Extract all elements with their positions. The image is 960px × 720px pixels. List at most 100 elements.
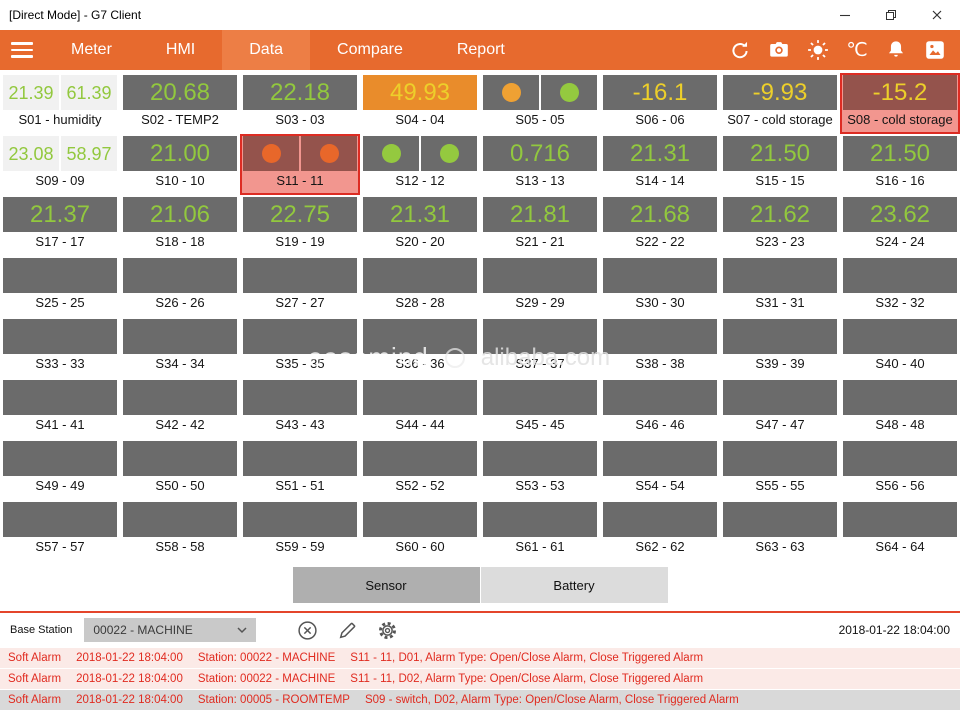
sensor-tile-S43[interactable]: S43 - 43 bbox=[240, 378, 360, 439]
restore-button[interactable] bbox=[868, 0, 914, 30]
tile-label: S27 - 27 bbox=[275, 295, 325, 310]
sensor-tile-S59[interactable]: S59 - 59 bbox=[240, 500, 360, 561]
view-switcher: Sensor Battery bbox=[0, 567, 960, 603]
temperature-unit-toggle[interactable]: ℃ bbox=[846, 39, 868, 61]
sensor-tile-S30[interactable]: S30 - 30 bbox=[600, 256, 720, 317]
dismiss-alarm-button[interactable] bbox=[296, 619, 318, 641]
camera-icon[interactable] bbox=[768, 39, 790, 61]
sensor-tile-S60[interactable]: S60 - 60 bbox=[360, 500, 480, 561]
sensor-tile-S62[interactable]: S62 - 62 bbox=[600, 500, 720, 561]
sensor-tile-S22[interactable]: 21.68 S22 - 22 bbox=[600, 195, 720, 256]
sensor-tile-S33[interactable]: S33 - 33 bbox=[0, 317, 120, 378]
minimize-button[interactable] bbox=[822, 0, 868, 30]
sensor-tile-S63[interactable]: S63 - 63 bbox=[720, 500, 840, 561]
sensor-tile-S21[interactable]: 21.81 S21 - 21 bbox=[480, 195, 600, 256]
alarm-row[interactable]: Soft Alarm 2018-01-22 18:04:00 Station: … bbox=[0, 669, 960, 689]
sensor-tile-S09[interactable]: 23.08 58.97 S09 - 09 bbox=[0, 134, 120, 195]
sensor-tile-S44[interactable]: S44 - 44 bbox=[360, 378, 480, 439]
menu-icon[interactable] bbox=[0, 30, 44, 70]
tile-label: S61 - 61 bbox=[515, 539, 565, 554]
sensor-tile-S48[interactable]: S48 - 48 bbox=[840, 378, 960, 439]
sensor-tile-S61[interactable]: S61 - 61 bbox=[480, 500, 600, 561]
sensor-tile-S53[interactable]: S53 - 53 bbox=[480, 439, 600, 500]
sensor-tile-S58[interactable]: S58 - 58 bbox=[120, 500, 240, 561]
alarm-row[interactable]: Soft Alarm 2018-01-22 18:04:00 Station: … bbox=[0, 648, 960, 668]
sensor-tile-S01[interactable]: 21.39 61.39 S01 - humidity bbox=[0, 73, 120, 134]
sensor-tile-S57[interactable]: S57 - 57 bbox=[0, 500, 120, 561]
snapshot-export-icon[interactable] bbox=[924, 39, 946, 61]
sensor-tile-S49[interactable]: S49 - 49 bbox=[0, 439, 120, 500]
sensor-tile-S46[interactable]: S46 - 46 bbox=[600, 378, 720, 439]
sensor-tile-S14[interactable]: 21.31 S14 - 14 bbox=[600, 134, 720, 195]
sensor-tile-S07[interactable]: -9.93 S07 - cold storage bbox=[720, 73, 840, 134]
sensor-tile-S56[interactable]: S56 - 56 bbox=[840, 439, 960, 500]
window-title: [Direct Mode] - G7 Client bbox=[9, 8, 142, 22]
switch-cell bbox=[301, 136, 357, 171]
tile-label: S46 - 46 bbox=[635, 417, 685, 432]
tab-meter[interactable]: Meter bbox=[71, 41, 112, 58]
sync-icon[interactable] bbox=[729, 39, 751, 61]
alarm-bell-icon[interactable] bbox=[885, 39, 907, 61]
sensor-tile-S20[interactable]: 21.31 S20 - 20 bbox=[360, 195, 480, 256]
settings-gear-icon[interactable] bbox=[376, 619, 398, 641]
tile-label: S41 - 41 bbox=[35, 417, 85, 432]
sensor-tile-S10[interactable]: 21.00 S10 - 10 bbox=[120, 134, 240, 195]
sensor-tile-S03[interactable]: 22.18 S03 - 03 bbox=[240, 73, 360, 134]
sensor-tile-S37[interactable]: S37 - 37 bbox=[480, 317, 600, 378]
sensor-tile-S40[interactable]: S40 - 40 bbox=[840, 317, 960, 378]
sensor-tile-S29[interactable]: S29 - 29 bbox=[480, 256, 600, 317]
sensor-tile-S11[interactable]: S11 - 11 bbox=[240, 134, 360, 195]
sensor-tile-S25[interactable]: S25 - 25 bbox=[0, 256, 120, 317]
sensor-tile-S55[interactable]: S55 - 55 bbox=[720, 439, 840, 500]
sensor-tile-S47[interactable]: S47 - 47 bbox=[720, 378, 840, 439]
sensor-tile-S31[interactable]: S31 - 31 bbox=[720, 256, 840, 317]
sensor-tile-S19[interactable]: 22.75 S19 - 19 bbox=[240, 195, 360, 256]
sensor-tile-S41[interactable]: S41 - 41 bbox=[0, 378, 120, 439]
sensor-tile-S06[interactable]: -16.1 S06 - 06 bbox=[600, 73, 720, 134]
tab-compare[interactable]: Compare bbox=[337, 41, 403, 58]
base-station-select[interactable]: 00022 - MACHINE bbox=[84, 618, 257, 642]
sensor-tile-S13[interactable]: 0.716 S13 - 13 bbox=[480, 134, 600, 195]
sensor-tile-S27[interactable]: S27 - 27 bbox=[240, 256, 360, 317]
sensor-tile-S34[interactable]: S34 - 34 bbox=[120, 317, 240, 378]
sensor-tile-S24[interactable]: 23.62 S24 - 24 bbox=[840, 195, 960, 256]
sensor-tile-S23[interactable]: 21.62 S23 - 23 bbox=[720, 195, 840, 256]
sensor-tile-S45[interactable]: S45 - 45 bbox=[480, 378, 600, 439]
sensor-tile-S16[interactable]: 21.50 S16 - 16 bbox=[840, 134, 960, 195]
sensor-tile-S02[interactable]: 20.68 S02 - TEMP2 bbox=[120, 73, 240, 134]
sensor-tile-S26[interactable]: S26 - 26 bbox=[120, 256, 240, 317]
sensor-tile-S50[interactable]: S50 - 50 bbox=[120, 439, 240, 500]
sensor-tile-S17[interactable]: 21.37 S17 - 17 bbox=[0, 195, 120, 256]
sensor-tile-S05[interactable]: S05 - 05 bbox=[480, 73, 600, 134]
sensor-tile-S08[interactable]: -15.2 S08 - cold storage bbox=[840, 73, 960, 134]
tab-hmi[interactable]: HMI bbox=[165, 41, 196, 58]
sensor-tile-S64[interactable]: S64 - 64 bbox=[840, 500, 960, 561]
sensor-tile-S28[interactable]: S28 - 28 bbox=[360, 256, 480, 317]
sensor-tile-S32[interactable]: S32 - 32 bbox=[840, 256, 960, 317]
tab-sensor[interactable]: Sensor bbox=[292, 567, 480, 603]
brightness-icon[interactable] bbox=[807, 39, 829, 61]
alarm-row[interactable]: Soft Alarm 2018-01-22 18:04:00 Station: … bbox=[0, 690, 960, 710]
tile-label: S60 - 60 bbox=[395, 539, 445, 554]
tile-value-box bbox=[123, 502, 237, 537]
edit-button[interactable] bbox=[336, 619, 358, 641]
sensor-tile-S12[interactable]: S12 - 12 bbox=[360, 134, 480, 195]
sensor-tile-S35[interactable]: S35 - 35 bbox=[240, 317, 360, 378]
tab-battery[interactable]: Battery bbox=[480, 567, 668, 603]
sensor-tile-S15[interactable]: 21.50 S15 - 15 bbox=[720, 134, 840, 195]
tile-value-box: 21.31 bbox=[363, 197, 477, 232]
tab-data[interactable]: Data bbox=[222, 30, 311, 70]
sensor-tile-S42[interactable]: S42 - 42 bbox=[120, 378, 240, 439]
close-button[interactable] bbox=[914, 0, 960, 30]
sensor-tile-S38[interactable]: S38 - 38 bbox=[600, 317, 720, 378]
sensor-tile-S18[interactable]: 21.06 S18 - 18 bbox=[120, 195, 240, 256]
tile-value-box bbox=[723, 441, 837, 476]
sensor-tile-S51[interactable]: S51 - 51 bbox=[240, 439, 360, 500]
sensor-tile-S36[interactable]: S36 - 36 bbox=[360, 317, 480, 378]
sensor-tile-S39[interactable]: S39 - 39 bbox=[720, 317, 840, 378]
alarm-time: 2018-01-22 18:04:00 bbox=[76, 652, 183, 664]
sensor-tile-S54[interactable]: S54 - 54 bbox=[600, 439, 720, 500]
sensor-tile-S04[interactable]: 49.93 S04 - 04 bbox=[360, 73, 480, 134]
tab-report[interactable]: Report bbox=[456, 41, 505, 58]
sensor-tile-S52[interactable]: S52 - 52 bbox=[360, 439, 480, 500]
